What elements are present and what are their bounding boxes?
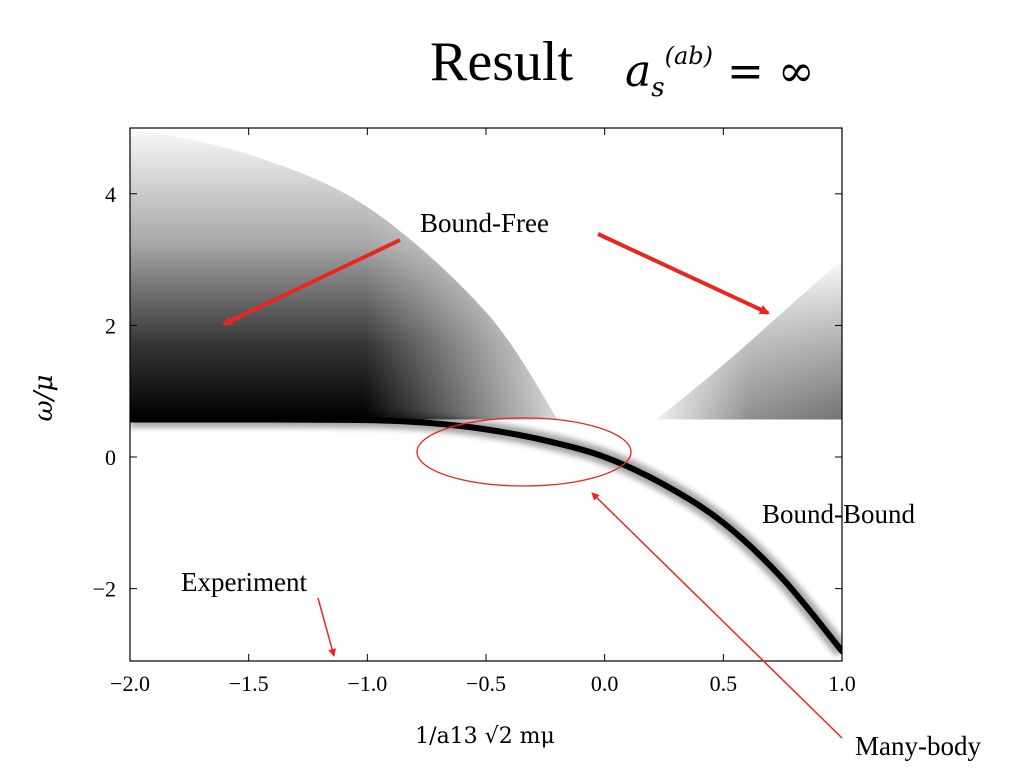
x-tick-label: −1.5 xyxy=(229,671,269,696)
bound-free-arrow-left xyxy=(222,238,401,326)
bound-bound-band xyxy=(130,416,842,655)
formula-subscript: s xyxy=(651,73,665,103)
y-axis: −2 0 2 4 xyxy=(93,182,842,602)
experiment-arrow xyxy=(317,597,336,657)
title-formula: as (ab) = ∞ xyxy=(625,42,815,103)
x-axis-label: 1/a13 √2 mμ xyxy=(415,724,555,749)
x-tick-label: 0.5 xyxy=(710,671,738,696)
slide-title: Result xyxy=(430,31,574,93)
formula-rhs: = ∞ xyxy=(726,46,815,97)
x-tick-label: −0.5 xyxy=(466,671,506,696)
annotation-experiment: Experiment xyxy=(181,567,307,597)
formula-symbol: a xyxy=(625,46,652,97)
y-tick-label: −2 xyxy=(93,577,116,602)
x-tick-label: −2.0 xyxy=(110,671,150,696)
heatmap-layer xyxy=(130,128,842,657)
annotation-bound-bound: Bound-Bound xyxy=(762,499,916,529)
y-tick-label: 2 xyxy=(105,313,116,338)
bound-free-continuum-right-fade xyxy=(656,259,842,420)
many-body-arrow xyxy=(591,492,843,739)
annotation-bound-free: Bound-Free xyxy=(420,208,549,238)
y-tick-label: 0 xyxy=(105,445,116,470)
x-tick-label: 0.0 xyxy=(591,671,619,696)
x-tick-label: 1.0 xyxy=(828,671,856,696)
annotation-many-body: Many-body xyxy=(855,731,981,761)
x-axis: −2.0 −1.5 −1.0 −0.5 0.0 0.5 1.0 xyxy=(110,128,856,696)
y-axis-label: ω/μ xyxy=(29,375,59,422)
x-tick-label: −1.0 xyxy=(347,671,387,696)
many-body-highlight-ellipse xyxy=(416,417,632,487)
bound-free-continuum-left-fade xyxy=(130,128,558,420)
y-tick-label: 4 xyxy=(105,182,116,207)
formula-superscript: (ab) xyxy=(664,42,713,70)
bound-free-arrow-right xyxy=(597,232,770,315)
